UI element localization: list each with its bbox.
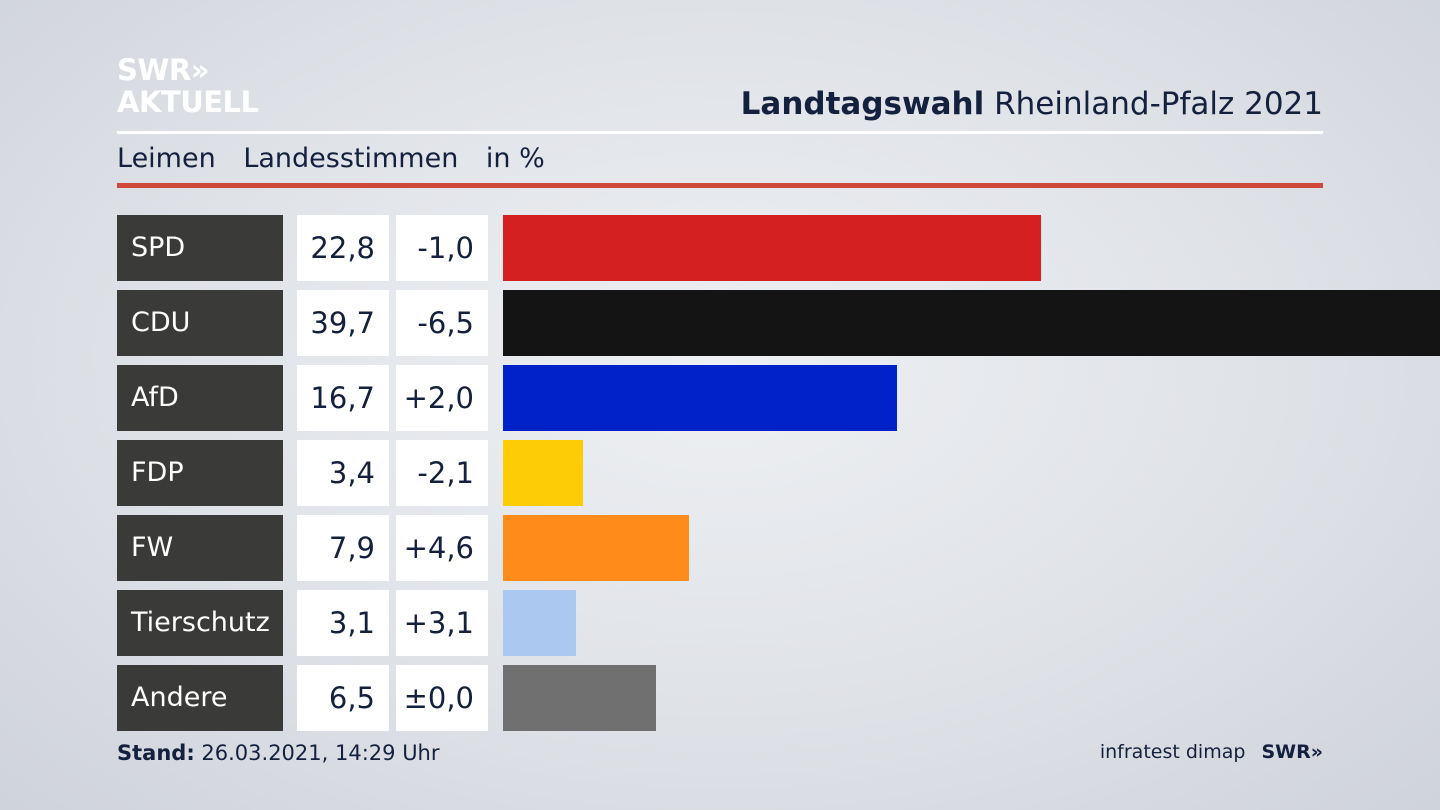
footer-brand: SWR» [1261, 741, 1323, 763]
party-label: FW [117, 515, 283, 581]
bar-spd [503, 215, 1041, 281]
stand-label: Stand: [117, 741, 195, 765]
source-name: infratest dimap [1099, 741, 1246, 763]
party-label: CDU [117, 290, 283, 356]
timestamp: Stand: 26.03.2021, 14:29 Uhr [117, 741, 440, 765]
logo-line-1: SWR» [117, 53, 209, 87]
page-title: Landtagswahl Rheinland-Pfalz 2021 [741, 86, 1323, 122]
title-bold: Landtagswahl [740, 86, 985, 122]
accent-divider [117, 183, 1323, 188]
vote-change-value: -2,1 [396, 440, 488, 506]
vote-change-value: ±0,0 [396, 665, 488, 731]
subtitle-kind: Landesstimmen [243, 143, 459, 174]
vote-change-value: +2,0 [396, 365, 488, 431]
chart-subtitle: Leimen Landesstimmen in % [117, 143, 564, 174]
bar-andere [503, 665, 656, 731]
party-label: Andere [117, 665, 283, 731]
bar-tierschutz [503, 590, 576, 656]
source-credit: infratest dimap SWR» [1100, 741, 1323, 763]
vote-share-value: 16,7 [297, 365, 389, 431]
bar-cdu [503, 290, 1440, 356]
header-divider [117, 131, 1323, 134]
bar-afd [503, 365, 897, 431]
vote-share-value: 6,5 [297, 665, 389, 731]
subtitle-place: Leimen [117, 143, 216, 174]
party-label: AfD [117, 365, 283, 431]
vote-change-value: +4,6 [396, 515, 488, 581]
subtitle-unit: in % [485, 143, 545, 174]
vote-share-value: 39,7 [297, 290, 389, 356]
vote-change-value: +3,1 [396, 590, 488, 656]
party-label: Tierschutz [117, 590, 283, 656]
vote-change-value: -6,5 [396, 290, 488, 356]
swr-aktuell-logo: SWR» AKTUELL [117, 54, 259, 118]
party-label: SPD [117, 215, 283, 281]
vote-share-value: 3,1 [297, 590, 389, 656]
logo-line-2: AKTUELL [117, 85, 259, 119]
vote-share-value: 7,9 [297, 515, 389, 581]
title-rest: Rheinland-Pfalz 2021 [994, 86, 1323, 122]
party-label: FDP [117, 440, 283, 506]
bar-fdp [503, 440, 583, 506]
vote-change-value: -1,0 [396, 215, 488, 281]
stand-value: 26.03.2021, 14:29 Uhr [201, 741, 440, 765]
vote-share-value: 22,8 [297, 215, 389, 281]
bar-fw [503, 515, 689, 581]
vote-share-value: 3,4 [297, 440, 389, 506]
